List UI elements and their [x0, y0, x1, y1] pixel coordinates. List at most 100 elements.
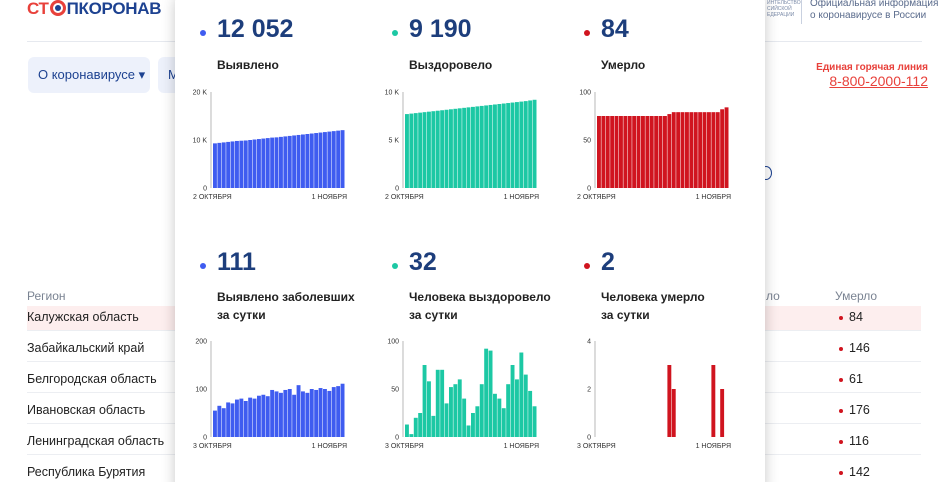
chart-bar	[252, 398, 257, 437]
chart-bar	[257, 395, 261, 437]
chart-bar	[506, 103, 511, 188]
chart-bar	[309, 389, 314, 437]
stat-label-line1: Выявлено заболевших	[217, 290, 355, 304]
chart-bar	[265, 138, 270, 188]
chart-bar	[270, 389, 275, 437]
official-info-line2: о коронавирусе в России	[810, 10, 927, 21]
chart-bar	[605, 116, 610, 188]
chart-bar	[422, 112, 427, 188]
chart-bar	[252, 139, 257, 188]
chart-bar	[217, 142, 222, 188]
region-name: Белгородская область	[27, 372, 157, 386]
y-tick-label: 0	[587, 186, 591, 193]
y-tick-label: 10 K	[193, 138, 208, 145]
chart-bar	[283, 389, 288, 437]
x-tick-label-start: 3 ОКТЯБРЯ	[193, 443, 232, 450]
chart-bar	[340, 383, 345, 437]
chart-bar	[296, 134, 301, 188]
red-dot-icon	[584, 263, 590, 269]
recovered-daily-chart: 100 50 03 ОКТЯБРЯ 1 НОЯБРЯ	[385, 339, 539, 451]
died-count: 176	[849, 403, 870, 417]
detected-total-chart: 20 K 10 K 02 ОКТЯБРЯ 1 НОЯБРЯ	[193, 90, 347, 202]
chart-bar	[314, 133, 319, 188]
x-tick-label-end: 1 НОЯБРЯ	[312, 194, 347, 201]
chart-bar	[720, 109, 725, 188]
chart-bar	[627, 116, 632, 188]
chart-bar	[340, 130, 345, 188]
chart-bar	[501, 103, 506, 188]
chart-bar	[305, 134, 310, 188]
y-tick-label: 50	[583, 138, 591, 145]
chart-bar	[462, 398, 467, 437]
chart-bar	[440, 110, 445, 188]
y-tick-label: 5 K	[388, 138, 399, 145]
chart-bar	[265, 396, 270, 437]
x-tick-label-start: 2 ОКТЯБРЯ	[577, 194, 616, 201]
chart-bar	[239, 140, 244, 188]
table-row[interactable]: Республика Бурятия 142	[27, 461, 921, 482]
chart-bar	[279, 392, 283, 437]
chart-bar	[405, 424, 409, 437]
chart-bar	[213, 410, 217, 437]
stat-label: Выявлено	[217, 58, 279, 72]
chart-bar	[444, 109, 449, 188]
region-name: Ивановская область	[27, 403, 146, 417]
stat-card-died: 84 Умерло 100 50 0 2 ОКТЯБРЯ 1 НОЯБРЯ	[559, 16, 749, 230]
official-info-text[interactable]: Официальная информация о коронавирусе в …	[810, 0, 938, 22]
x-tick-label-start: 3 ОКТЯБРЯ	[385, 443, 424, 450]
y-tick-label: 50	[391, 387, 399, 394]
died-total-chart: 100 50 02 ОКТЯБРЯ 1 НОЯБРЯ	[577, 90, 731, 202]
chart-bar	[720, 389, 725, 437]
chart-bar	[449, 109, 453, 188]
x-tick-label-start: 2 ОКТЯБРЯ	[385, 194, 424, 201]
chart-bar	[292, 394, 297, 437]
chart-bar	[323, 389, 327, 437]
chart-bar	[270, 137, 275, 188]
chart-bar	[427, 381, 431, 437]
chart-bar	[698, 112, 703, 188]
chart-bar	[711, 365, 716, 437]
chart-bar	[323, 132, 327, 188]
chart-bar	[457, 379, 462, 437]
chart-bar	[327, 390, 332, 437]
chart-bar	[654, 116, 659, 188]
chart-bar	[257, 139, 261, 188]
recovered-total-chart: 10 K 5 K 02 ОКТЯБРЯ 1 НОЯБРЯ	[385, 90, 539, 202]
partial-circle-icon	[760, 166, 772, 180]
x-tick-label-end: 1 НОЯБРЯ	[696, 443, 731, 450]
y-tick-label: 100	[387, 339, 399, 346]
hotline-phone-link[interactable]: 8-800-2000-112	[829, 73, 928, 89]
region-name: Ленинградская область	[27, 434, 165, 448]
chart-bar	[671, 112, 676, 188]
chart-bar	[230, 141, 235, 188]
stat-label: Выздоровело	[409, 58, 493, 72]
chart-bar	[475, 406, 480, 437]
chart-bar	[488, 350, 493, 437]
y-tick-label: 2	[587, 387, 591, 394]
chart-bar	[610, 116, 615, 188]
chart-bar	[707, 112, 711, 188]
region-name: Калужская область	[27, 310, 139, 324]
chart-bar	[226, 402, 231, 437]
stopcoronavirus-logo[interactable]: СТ ПКОРОНАВ	[27, 0, 162, 17]
region-name: Забайкальский край	[27, 341, 145, 355]
chart-bar	[427, 111, 431, 188]
chart-bar	[301, 134, 305, 188]
chart-bar	[475, 106, 480, 188]
green-dot-icon	[392, 263, 398, 269]
stat-label-line2: за сутки	[601, 308, 650, 322]
chart-bar	[239, 398, 244, 437]
chart-bar	[680, 112, 685, 188]
nav-about-coronavirus-dropdown[interactable]: О коронавирусе ▾	[28, 57, 150, 93]
chart-bar	[528, 100, 533, 188]
chart-bar	[327, 131, 332, 188]
chart-bar	[431, 111, 436, 188]
chart-bar	[279, 136, 283, 188]
chart-bar	[440, 369, 445, 437]
red-dot-icon	[839, 378, 843, 382]
red-dot-icon	[839, 316, 843, 320]
y-tick-label: 0	[395, 435, 399, 442]
chart-bar	[318, 132, 323, 188]
